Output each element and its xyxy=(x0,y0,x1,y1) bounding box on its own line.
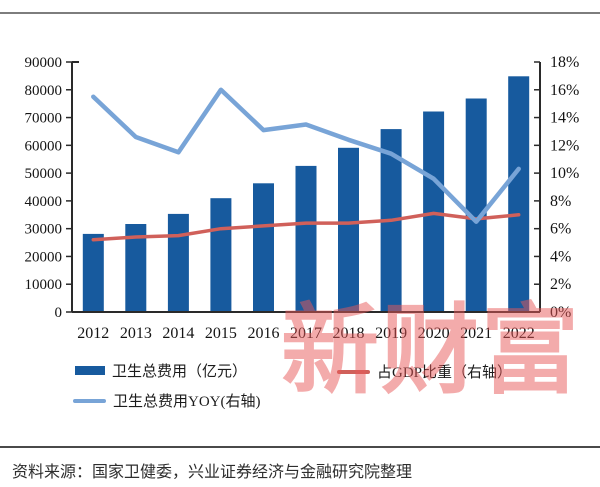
bar-2021 xyxy=(465,98,487,312)
legend-item-gdp-share: 占GDP比重（右轴） xyxy=(337,361,512,382)
legend-line-swatch-gdp xyxy=(337,369,370,374)
line-series xyxy=(91,211,521,242)
left-tick-label: 50000 xyxy=(25,166,63,182)
right-tick-label: 12% xyxy=(550,137,579,154)
x-tick-label: 2021 xyxy=(460,325,492,342)
left-tick-label: 0 xyxy=(55,305,63,321)
legend-label-total-expenditure: 卫生总费用（亿元） xyxy=(112,364,248,380)
legend-line-swatch-yoy xyxy=(73,398,106,403)
right-tick-label: 6% xyxy=(550,221,571,238)
x-tick-label: 2014 xyxy=(162,325,194,342)
left-tick-label: 20000 xyxy=(25,249,63,265)
x-tick-label: 2015 xyxy=(205,325,237,342)
legend-item-yoy: 卫生总费用YOY(右轴) xyxy=(73,390,261,411)
left-tick-label: 30000 xyxy=(25,222,63,238)
legend-label-yoy: 卫生总费用YOY(右轴) xyxy=(113,394,261,410)
right-tick-label: 2% xyxy=(550,276,571,293)
x-tick-label: 2013 xyxy=(120,325,152,342)
x-tick-label: 2019 xyxy=(375,325,407,342)
bar-2016 xyxy=(253,183,274,312)
right-tick-label: 0% xyxy=(550,304,571,321)
left-tick-label: 40000 xyxy=(25,194,63,210)
x-tick-label: 2018 xyxy=(333,325,365,342)
legend-item-total-expenditure: 卫生总费用（亿元） xyxy=(75,360,247,381)
x-tick-label: 2016 xyxy=(247,325,279,342)
right-tick-label: 8% xyxy=(550,193,571,210)
bar-2012 xyxy=(82,233,104,312)
x-tick-label: 2022 xyxy=(503,325,535,342)
top-divider xyxy=(0,12,600,14)
right-tick-label: 10% xyxy=(550,165,579,182)
x-tick-label: 2020 xyxy=(418,325,450,342)
right-tick-label: 4% xyxy=(550,248,571,265)
line-series xyxy=(91,87,521,224)
chart-canvas: 0 10000 20000 30000 40000 50000 60000 70000 8000… xyxy=(25,54,580,342)
x-tick-label: 2017 xyxy=(290,325,322,342)
bar-2017 xyxy=(295,165,317,312)
bar-2015 xyxy=(210,198,232,312)
left-tick-label: 70000 xyxy=(25,111,63,127)
left-tick-label: 90000 xyxy=(25,55,63,71)
chart-area: 0 10000 20000 30000 40000 50000 60000 70000 8000… xyxy=(25,54,580,342)
right-tick-label: 18% xyxy=(550,54,579,71)
left-tick-label: 80000 xyxy=(25,83,63,99)
legend-label-gdp-share: 占GDP比重（右轴） xyxy=(377,365,513,381)
right-tick-label: 16% xyxy=(550,82,579,99)
bar-2014 xyxy=(167,213,189,312)
legend-bar-swatch xyxy=(75,366,105,375)
right-tick-label: 14% xyxy=(550,110,579,127)
left-tick-label: 10000 xyxy=(25,277,63,293)
source-note: 资料来源：国家卫健委，兴业证券经济与金融研究院整理 xyxy=(12,464,413,481)
bar-2018 xyxy=(338,147,359,312)
bar-2022 xyxy=(508,76,530,312)
x-tick-label: 2012 xyxy=(77,325,109,342)
bar-2013 xyxy=(125,224,147,312)
bottom-divider xyxy=(0,446,600,448)
left-tick-label: 60000 xyxy=(25,138,63,154)
